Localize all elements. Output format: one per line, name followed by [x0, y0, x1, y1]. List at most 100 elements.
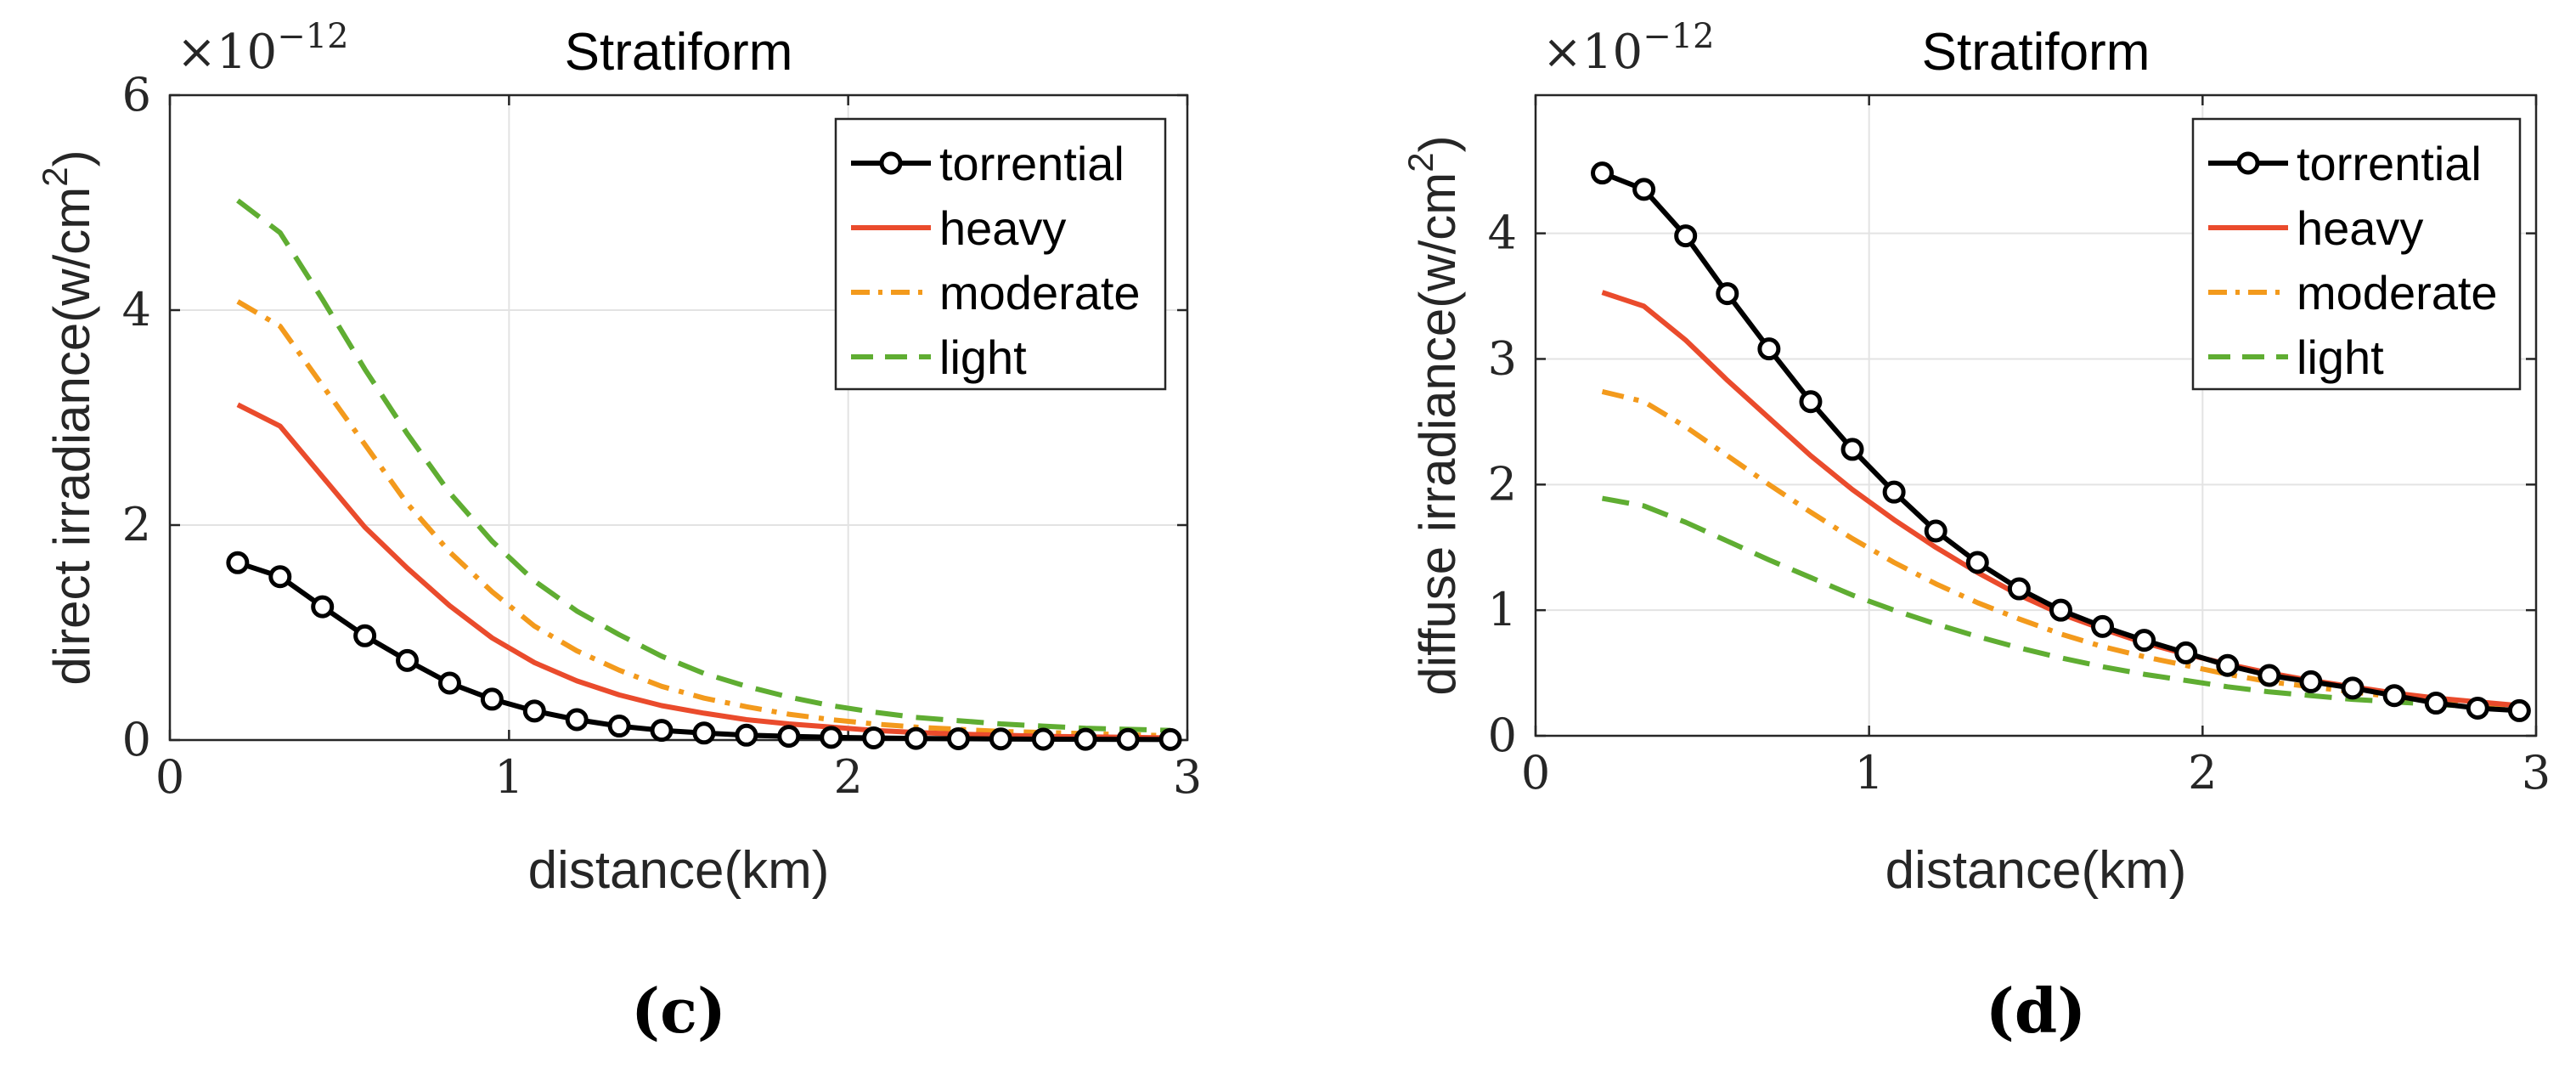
y-axis-label: direct irradiance(w/cm2) [35, 150, 100, 685]
y-tick-label: 0 [1488, 709, 1517, 762]
y-tick-label: 0 [122, 713, 151, 766]
axes-box [168, 93, 1189, 742]
y-axis-label-end: ) [43, 150, 100, 167]
legend-label-moderate: moderate [939, 266, 1141, 319]
y-tick-label: 1 [1488, 583, 1517, 636]
data-point-torrential [2216, 653, 2240, 677]
data-point-torrential [2507, 698, 2531, 722]
scale-base: ×10 [177, 25, 277, 80]
legend-label-light: light [2297, 331, 2384, 384]
x-tick-label: 2 [2188, 746, 2217, 800]
y-axis-label-end: ) [1409, 135, 1466, 152]
axes-box [1534, 93, 2538, 737]
data-point-torrential [1716, 282, 1739, 306]
data-point-torrential [1882, 480, 1906, 504]
data-point-torrential [353, 624, 377, 647]
y-tick-label: 2 [122, 498, 151, 551]
data-point-torrential [1674, 224, 1698, 248]
x-tick-label: 0 [155, 750, 184, 804]
chart-title: Stratiform [1922, 23, 2150, 82]
x-tick-label: 0 [1521, 746, 1550, 800]
data-point-torrential [2049, 598, 2072, 622]
data-point-torrential [2174, 641, 2198, 664]
data-point-torrential [946, 726, 970, 750]
data-point-torrential [2007, 577, 2031, 601]
data-point-torrential [480, 687, 504, 711]
data-point-torrential [2091, 614, 2115, 638]
data-point-torrential [820, 726, 843, 749]
data-point-torrential [396, 648, 420, 672]
x-tick-label: 2 [833, 750, 862, 804]
series-line-light [236, 198, 1171, 733]
data-point-torrential [1840, 438, 1864, 461]
y-axis-label-sup: 2 [35, 167, 75, 186]
data-point-torrential [2466, 696, 2489, 720]
legend-label-light: light [939, 331, 1027, 384]
data-point-torrential [522, 699, 546, 723]
data-point-torrential [1632, 178, 1656, 201]
data-point-torrential [862, 726, 886, 749]
data-point-torrential [1757, 337, 1781, 361]
legend-label-heavy: heavy [2297, 201, 2423, 255]
scale-exponent: −12 [1643, 17, 1714, 56]
data-point-torrential [989, 727, 1012, 751]
data-point-torrential [607, 715, 631, 738]
x-tick-label: 3 [2522, 746, 2551, 800]
data-point-torrential [2341, 676, 2365, 700]
data-point-torrential [2382, 684, 2406, 708]
data-point-torrential [2424, 692, 2448, 715]
data-point-torrential [437, 671, 461, 695]
legend-label-moderate: moderate [2297, 266, 2498, 319]
data-point-torrential [692, 721, 716, 745]
x-axis-label: distance(km) [528, 841, 830, 900]
legend-marker-torrential [2236, 151, 2260, 175]
panel-label: (d) [1986, 975, 2086, 1047]
series-line-light [1601, 495, 2520, 711]
scale-factor: ×10−12 [177, 17, 349, 80]
legend-label-torrential: torrential [2297, 137, 2482, 190]
series-line-moderate [1601, 388, 2520, 709]
y-tick-label: 4 [122, 283, 151, 336]
series-line-heavy [236, 402, 1171, 741]
x-tick-label: 1 [494, 750, 523, 804]
chart-title: Stratiform [565, 23, 793, 82]
y-tick-label: 4 [1488, 206, 1517, 260]
scale-base: ×10 [1542, 25, 1643, 80]
data-point-torrential [905, 726, 928, 750]
data-point-torrential [268, 565, 292, 589]
x-axis-label: distance(km) [1885, 841, 2187, 900]
x-tick-label: 1 [1854, 746, 1883, 800]
y-tick-label: 3 [1488, 331, 1517, 385]
scale-exponent: −12 [277, 17, 348, 56]
data-point-torrential [1799, 390, 1823, 414]
x-tick-label: 3 [1173, 750, 1202, 804]
data-point-torrential [1924, 519, 1948, 543]
data-point-torrential [565, 708, 589, 732]
data-point-torrential [2258, 664, 2281, 687]
panel-d: 0 1 2 3 0 1 2 3 4 ×10−12 Stratiform distance(km) dif… [1401, 17, 2551, 1047]
data-point-torrential [311, 595, 335, 619]
data-point-torrential [777, 725, 801, 749]
y-tick-label: 6 [122, 68, 151, 121]
data-point-torrential [2133, 629, 2156, 653]
y-axis-label-base: direct irradiance(w/cm [43, 187, 100, 686]
legend-label-torrential: torrential [939, 137, 1125, 190]
y-tick-label: 2 [1488, 457, 1517, 511]
legend-marker-torrential [879, 151, 903, 175]
data-point-torrential [1591, 161, 1615, 185]
series-line-moderate [236, 299, 1171, 738]
y-axis-label: diffuse irradiance(w/cm2) [1401, 135, 1466, 695]
data-point-torrential [650, 719, 674, 743]
data-point-torrential [735, 723, 758, 747]
data-point-torrential [1965, 551, 1989, 574]
data-point-torrential [1158, 727, 1182, 751]
data-point-torrential [226, 551, 250, 574]
panel-c: 0 1 2 3 0 2 4 6 ×10−12 Stratiform distance(km) dire… [35, 17, 1202, 1047]
y-axis-label-sup: 2 [1401, 152, 1440, 172]
data-point-torrential [1116, 727, 1140, 751]
scale-factor: ×10−12 [1542, 17, 1715, 80]
panel-label: (c) [631, 975, 726, 1047]
y-axis-label-base: diffuse irradiance(w/cm [1409, 172, 1466, 696]
data-point-torrential [1074, 727, 1097, 751]
